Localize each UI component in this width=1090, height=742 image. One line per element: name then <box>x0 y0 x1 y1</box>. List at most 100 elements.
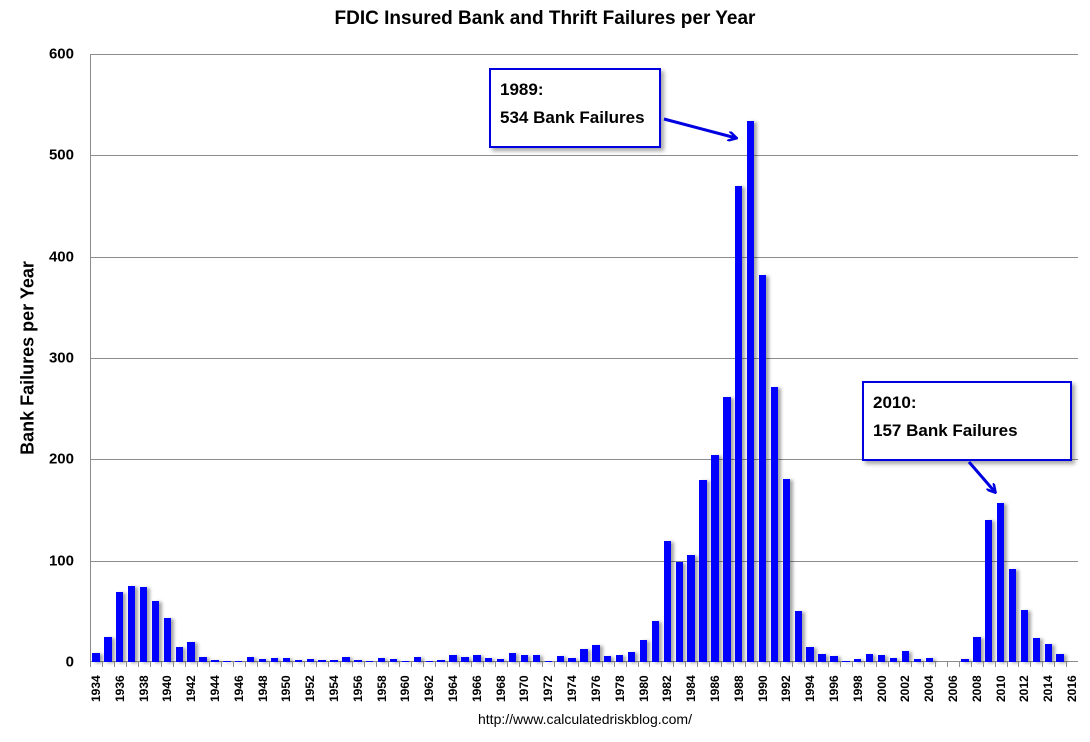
bar-2009 <box>985 520 993 662</box>
x-tick <box>768 662 770 667</box>
annotation-2010-line1: 2010: <box>873 393 917 412</box>
x-tick <box>423 662 425 667</box>
bar-2014 <box>1044 643 1052 662</box>
bar-1943 <box>199 656 207 662</box>
x-tick <box>720 662 722 667</box>
x-tick <box>911 662 913 667</box>
bar-1970 <box>520 654 529 662</box>
x-tick <box>947 662 949 667</box>
y-tick-label: 500 <box>48 146 74 164</box>
x-tick <box>113 662 115 667</box>
x-tick <box>697 662 699 667</box>
bar-1989 <box>746 120 755 662</box>
bar-2013 <box>1032 637 1041 662</box>
x-tick <box>339 662 341 667</box>
bar-1959 <box>389 658 398 662</box>
bar-2012 <box>1020 610 1029 662</box>
x-tick <box>685 662 687 667</box>
bar-1948 <box>258 658 267 662</box>
bar-1992 <box>782 478 791 662</box>
x-tick <box>90 662 91 667</box>
y-tick-label: 300 <box>48 349 74 367</box>
y-tick-label: 600 <box>48 45 74 63</box>
x-tick <box>828 662 830 667</box>
bar-1942 <box>187 641 195 662</box>
x-tick <box>589 662 591 667</box>
y-tick-label: 0 <box>65 653 74 671</box>
x-tick <box>994 662 996 667</box>
bar-1976 <box>592 644 600 662</box>
y-tick-label: 200 <box>48 450 74 468</box>
bar-1999 <box>865 653 874 662</box>
x-tick <box>970 662 972 667</box>
x-tick <box>447 662 449 667</box>
x-tick <box>875 662 877 667</box>
bar-1949 <box>270 657 279 662</box>
bar-1958 <box>377 657 386 662</box>
bar-1995 <box>818 653 826 662</box>
bar-1982 <box>663 541 671 662</box>
bar-1997 <box>842 661 850 662</box>
gridline <box>90 256 1078 258</box>
x-tick <box>387 662 389 667</box>
x-tick <box>756 662 758 667</box>
bar-1960 <box>401 661 410 662</box>
gridline <box>90 560 1078 562</box>
bar-2008 <box>973 636 981 662</box>
bar-1974 <box>568 657 576 662</box>
x-tick <box>804 662 806 667</box>
bar-1941 <box>175 646 183 662</box>
x-tick <box>863 662 865 667</box>
bar-1972 <box>544 661 552 662</box>
x-tick <box>494 662 496 667</box>
x-tick <box>744 662 746 667</box>
annotation-1989-line2: 534 Bank Failures <box>500 108 645 127</box>
bar-1994 <box>806 646 814 662</box>
bar-1935 <box>104 636 112 662</box>
x-tick <box>1030 662 1032 667</box>
bar-1957 <box>366 661 374 662</box>
bar-1950 <box>282 657 291 662</box>
x-tick <box>542 662 544 667</box>
x-tick <box>649 662 651 667</box>
x-tick <box>220 662 222 667</box>
bar-2003 <box>913 658 921 662</box>
bar-1936 <box>116 592 124 662</box>
gridline <box>90 459 1078 461</box>
x-tick <box>482 662 484 667</box>
x-tick <box>1054 662 1056 667</box>
bar-1968 <box>496 658 505 662</box>
x-tick <box>328 662 330 667</box>
x-tick <box>982 662 984 667</box>
x-tick <box>601 662 603 667</box>
x-tick <box>1042 662 1044 667</box>
arrow-1989-icon <box>663 117 736 138</box>
x-tick <box>435 662 437 667</box>
bar-1967 <box>485 657 493 662</box>
x-tick <box>232 662 234 667</box>
x-tick <box>411 662 413 667</box>
bar-1979 <box>627 651 636 662</box>
x-tick <box>637 662 639 667</box>
x-tick <box>399 662 401 667</box>
source-url: http://www.calculatedriskblog.com/ <box>478 711 692 727</box>
x-tick <box>1066 662 1068 667</box>
x-tick <box>613 662 615 667</box>
x-tick <box>304 662 306 667</box>
x-tick <box>256 662 258 667</box>
x-tick <box>935 662 937 667</box>
bar-1937 <box>127 586 136 662</box>
bar-1939 <box>151 601 160 662</box>
bar-1953 <box>318 659 326 662</box>
x-tick <box>363 662 365 667</box>
bar-1969 <box>508 652 517 662</box>
x-tick <box>375 662 377 667</box>
bar-1965 <box>461 656 469 662</box>
x-tick <box>792 662 794 667</box>
bar-1985 <box>699 479 707 662</box>
bar-1993 <box>794 611 802 662</box>
gridline <box>90 155 1078 157</box>
annotation-1989: 1989: 534 Bank Failures <box>489 68 661 148</box>
x-tick <box>518 662 520 667</box>
